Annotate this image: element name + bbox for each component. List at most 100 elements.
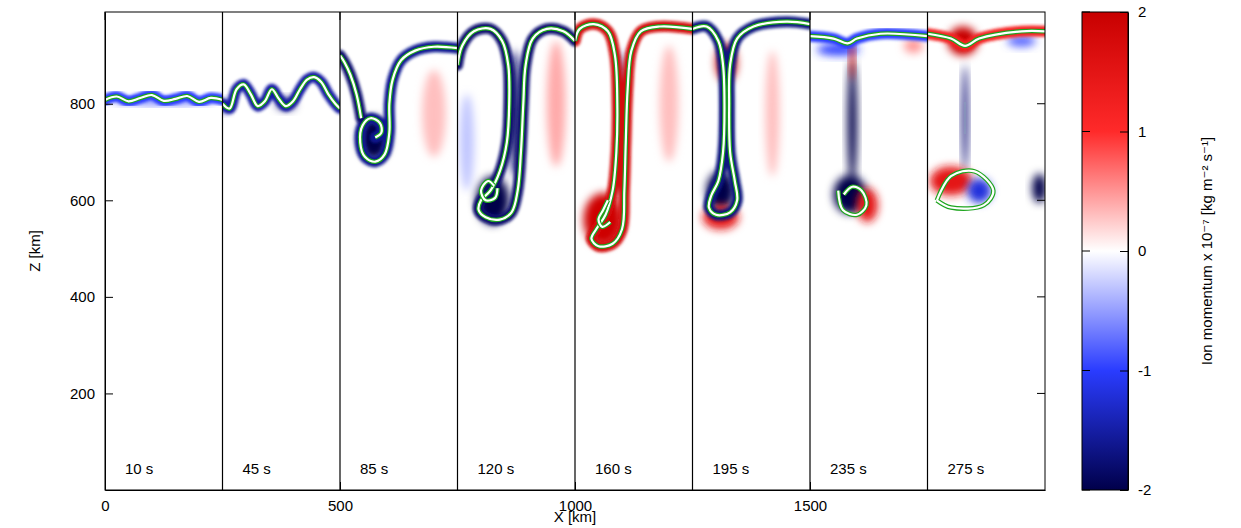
panel-label: 10 s <box>125 460 153 477</box>
contour-outer <box>340 55 361 118</box>
momentum-patch <box>547 41 566 167</box>
panel <box>105 95 223 104</box>
y-tick-mark <box>105 393 113 394</box>
panel-divider <box>339 12 340 490</box>
momentum-band <box>928 31 1046 46</box>
x-axis-line <box>106 490 1046 491</box>
colorbar-tick-label: 0 <box>1138 242 1146 259</box>
colorbar-tick-label: 2 <box>1138 3 1146 20</box>
y-axis-title: Z [km] <box>26 230 43 272</box>
y-tick-label: 600 <box>70 192 95 209</box>
colorbar-tick: 2 <box>1120 3 1146 20</box>
panel <box>340 47 458 162</box>
panel-label: 120 s <box>478 460 515 477</box>
y-tick-mark-right <box>1037 103 1045 104</box>
y-tick-mark-right <box>1037 296 1045 297</box>
colorbar-axis: -2 -1 0 1 2 <box>1120 3 1151 498</box>
panel <box>693 22 811 230</box>
contour-inner <box>340 55 361 118</box>
contour-outer <box>575 24 693 247</box>
momentum-band <box>810 34 928 44</box>
contour-inner <box>838 187 866 215</box>
momentum-band <box>458 28 576 220</box>
momentum-band <box>693 22 811 216</box>
x-tick-mark-top <box>340 12 341 20</box>
colorbar-tick-mark <box>1120 132 1128 133</box>
y-tick-label: 800 <box>70 95 95 112</box>
momentum-band <box>360 47 457 162</box>
colorbar-tick: 0 <box>1120 242 1146 259</box>
contour-outer <box>838 187 866 215</box>
x-tick-label: 500 <box>328 497 353 514</box>
panel-divider <box>574 12 575 490</box>
contour-inner <box>360 47 457 162</box>
momentum-patch <box>765 51 779 177</box>
contour-outer <box>693 22 811 216</box>
momentum-patch <box>660 46 679 162</box>
x-tick-label: 1500 <box>794 497 827 514</box>
x-tick-mark-top <box>810 12 811 20</box>
contour-inner <box>105 95 223 102</box>
contour-inner <box>693 22 811 216</box>
panel <box>810 34 928 222</box>
y-tick: 800 <box>70 95 113 112</box>
contour-outer <box>223 77 341 108</box>
panel-divider <box>692 12 693 490</box>
colorbar-tick-mark <box>1120 371 1128 372</box>
momentum-band <box>575 24 693 247</box>
contour-inner <box>937 171 993 209</box>
colorbar-tick-label: -1 <box>1138 362 1151 379</box>
colorbar-tick: -1 <box>1120 362 1151 379</box>
colorbar-tick-label: -2 <box>1138 481 1151 498</box>
momentum-patch <box>1032 174 1045 203</box>
contour-inner <box>598 200 610 227</box>
contour-outer <box>937 171 993 209</box>
colorbar-tick-mark-left <box>1082 490 1090 491</box>
panel-label: 85 s <box>360 460 388 477</box>
colorbar-tick-mark <box>1120 490 1128 491</box>
colorbar-tick-mark-left <box>1082 370 1090 371</box>
y-tick-mark-right <box>1037 393 1045 394</box>
y-axis-line <box>105 13 106 491</box>
colorbar-tick-mark-left <box>1082 131 1090 132</box>
y-tick-label: 200 <box>70 385 95 402</box>
y-tick-mark <box>105 200 113 201</box>
y-tick-mark <box>105 104 113 105</box>
contour-inner <box>928 31 1046 46</box>
colorbar-tick-mark <box>1120 251 1128 252</box>
contour-outer <box>360 47 457 162</box>
momentum-band <box>340 55 361 118</box>
panel-label: 235 s <box>830 460 867 477</box>
contour-inner <box>458 28 576 220</box>
colorbar <box>1082 12 1128 490</box>
colorbar-tick: 1 <box>1120 123 1146 140</box>
contour-inner <box>223 77 341 108</box>
colorbar-tick-mark-left <box>1082 12 1090 13</box>
x-tick: 500 <box>328 482 353 514</box>
colorbar-axis-line <box>1128 13 1129 491</box>
contour-inner <box>810 34 928 44</box>
x-tick: 1500 <box>794 482 827 514</box>
plot-background <box>105 12 1045 490</box>
y-tick-mark <box>105 297 113 298</box>
contour-outer <box>810 34 928 44</box>
panel <box>458 28 576 224</box>
chart: 050010001500200400600800X [km]Z [km]10 s… <box>0 0 1241 528</box>
panel-divider <box>927 12 928 490</box>
x-tick-mark-top <box>575 12 576 20</box>
momentum-patch <box>422 70 446 157</box>
x-axis-title: X [km] <box>554 508 597 525</box>
colorbar-tick-mark-left <box>1082 251 1090 252</box>
y-tick: 200 <box>70 385 113 402</box>
contour-outer <box>928 31 1046 46</box>
y-tick: 400 <box>70 288 113 305</box>
panel-divider <box>222 12 223 490</box>
colorbar-title: Ion momentum x 10⁻⁷ [kg m⁻² s⁻¹] <box>1198 137 1215 365</box>
panel <box>575 24 693 247</box>
colorbar-tick: -2 <box>1120 481 1151 498</box>
y-axis: 200 400 600 800 <box>70 13 113 491</box>
y-tick-mark-right <box>1037 200 1045 201</box>
colorbar-tick-label: 1 <box>1138 123 1146 140</box>
panel-label: 195 s <box>713 460 750 477</box>
momentum-band <box>223 77 341 108</box>
